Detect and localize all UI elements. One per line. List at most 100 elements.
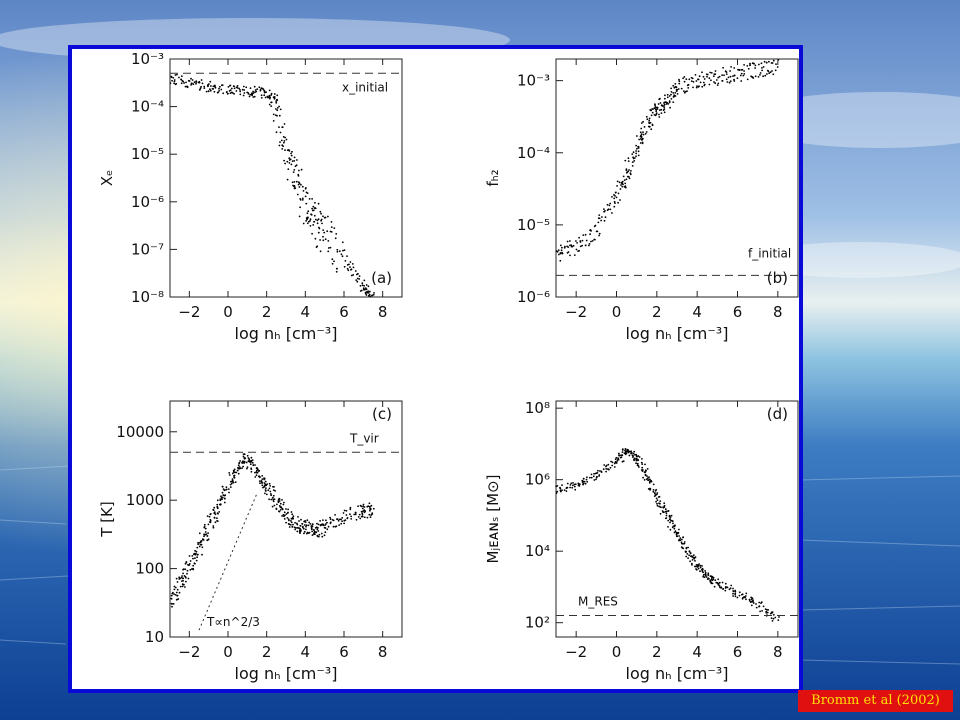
- data-point: [601, 216, 603, 218]
- data-point: [290, 154, 293, 157]
- data-point: [297, 183, 300, 186]
- data-point: [715, 79, 718, 81]
- data-point: [188, 555, 191, 557]
- data-point: [185, 576, 187, 579]
- data-point: [370, 514, 372, 516]
- data-point: [593, 472, 595, 475]
- data-point: [296, 193, 299, 196]
- data-point: [321, 222, 323, 225]
- data-point: [342, 249, 344, 252]
- data-point: [286, 178, 289, 181]
- data-point: [225, 91, 228, 94]
- data-point: [569, 240, 571, 242]
- data-point: [697, 567, 700, 570]
- data-point: [296, 523, 299, 526]
- data-point: [666, 93, 669, 96]
- data-point: [710, 581, 713, 584]
- data-point: [229, 92, 232, 95]
- data-point: [340, 253, 343, 256]
- data-point: [606, 203, 609, 206]
- data-point: [556, 485, 559, 487]
- data-point: [754, 75, 757, 78]
- data-point: [631, 161, 634, 163]
- data-point: [669, 106, 671, 109]
- data-point: [771, 620, 774, 622]
- data-point: [223, 501, 226, 504]
- data-point: [284, 149, 286, 151]
- data-point: [342, 512, 345, 514]
- data-point: [250, 467, 253, 470]
- data-point: [361, 284, 364, 287]
- x-tick-label: 0: [612, 303, 622, 321]
- data-point: [743, 73, 746, 75]
- x-tick-label: 8: [773, 303, 783, 321]
- data-point: [308, 521, 310, 524]
- data-point: [366, 291, 369, 294]
- data-point: [566, 482, 569, 485]
- data-point: [749, 62, 751, 65]
- data-point: [280, 139, 283, 142]
- data-point: [710, 79, 712, 82]
- data-point: [263, 94, 266, 97]
- data-point: [658, 495, 661, 498]
- data-point: [205, 90, 208, 93]
- data-point: [204, 527, 207, 530]
- data-point: [649, 489, 651, 491]
- data-point: [655, 112, 658, 114]
- data-point: [322, 235, 324, 238]
- data-point: [370, 504, 373, 507]
- data-point: [278, 510, 281, 513]
- data-point: [607, 468, 609, 471]
- data-point: [660, 104, 663, 106]
- data-point: [566, 245, 568, 248]
- data-point: [603, 219, 606, 222]
- y-tick-label: 10: [145, 628, 164, 646]
- data-point: [288, 519, 290, 522]
- data-point: [625, 169, 628, 172]
- data-point: [769, 71, 772, 74]
- data-point: [335, 233, 338, 235]
- data-point: [701, 565, 703, 567]
- data-point: [648, 119, 651, 122]
- data-point: [172, 603, 175, 605]
- data-point: [712, 576, 715, 579]
- data-point: [724, 70, 727, 73]
- data-point: [306, 531, 309, 534]
- data-point: [586, 476, 588, 479]
- x-tick-label: 4: [301, 643, 311, 661]
- data-point: [181, 577, 184, 580]
- data-point: [605, 470, 607, 473]
- data-point: [181, 79, 184, 82]
- data-point: [329, 246, 332, 249]
- data-point: [356, 280, 359, 283]
- data-point: [721, 581, 724, 584]
- data-point: [646, 475, 648, 477]
- data-point: [246, 466, 249, 468]
- data-point: [699, 570, 701, 573]
- data-point: [609, 466, 612, 469]
- data-point: [761, 67, 763, 69]
- data-point: [618, 452, 620, 455]
- data-point: [228, 491, 230, 494]
- data-point: [259, 88, 262, 91]
- data-point: [575, 248, 578, 251]
- data-point: [691, 559, 694, 561]
- data-point: [708, 83, 711, 86]
- data-point: [762, 75, 764, 78]
- data-point: [615, 196, 618, 199]
- data-point: [293, 156, 296, 159]
- data-point: [656, 499, 659, 501]
- data-point: [643, 471, 646, 474]
- data-point: [288, 162, 291, 164]
- panel-label: (a): [371, 269, 392, 287]
- data-point: [683, 541, 686, 543]
- data-point: [659, 97, 661, 100]
- data-point: [363, 279, 366, 282]
- data-point: [758, 601, 761, 604]
- data-point: [277, 501, 280, 504]
- data-point: [182, 583, 185, 586]
- data-point: [239, 460, 242, 462]
- data-point: [265, 91, 267, 93]
- data-point: [664, 510, 667, 513]
- data-point: [343, 522, 345, 525]
